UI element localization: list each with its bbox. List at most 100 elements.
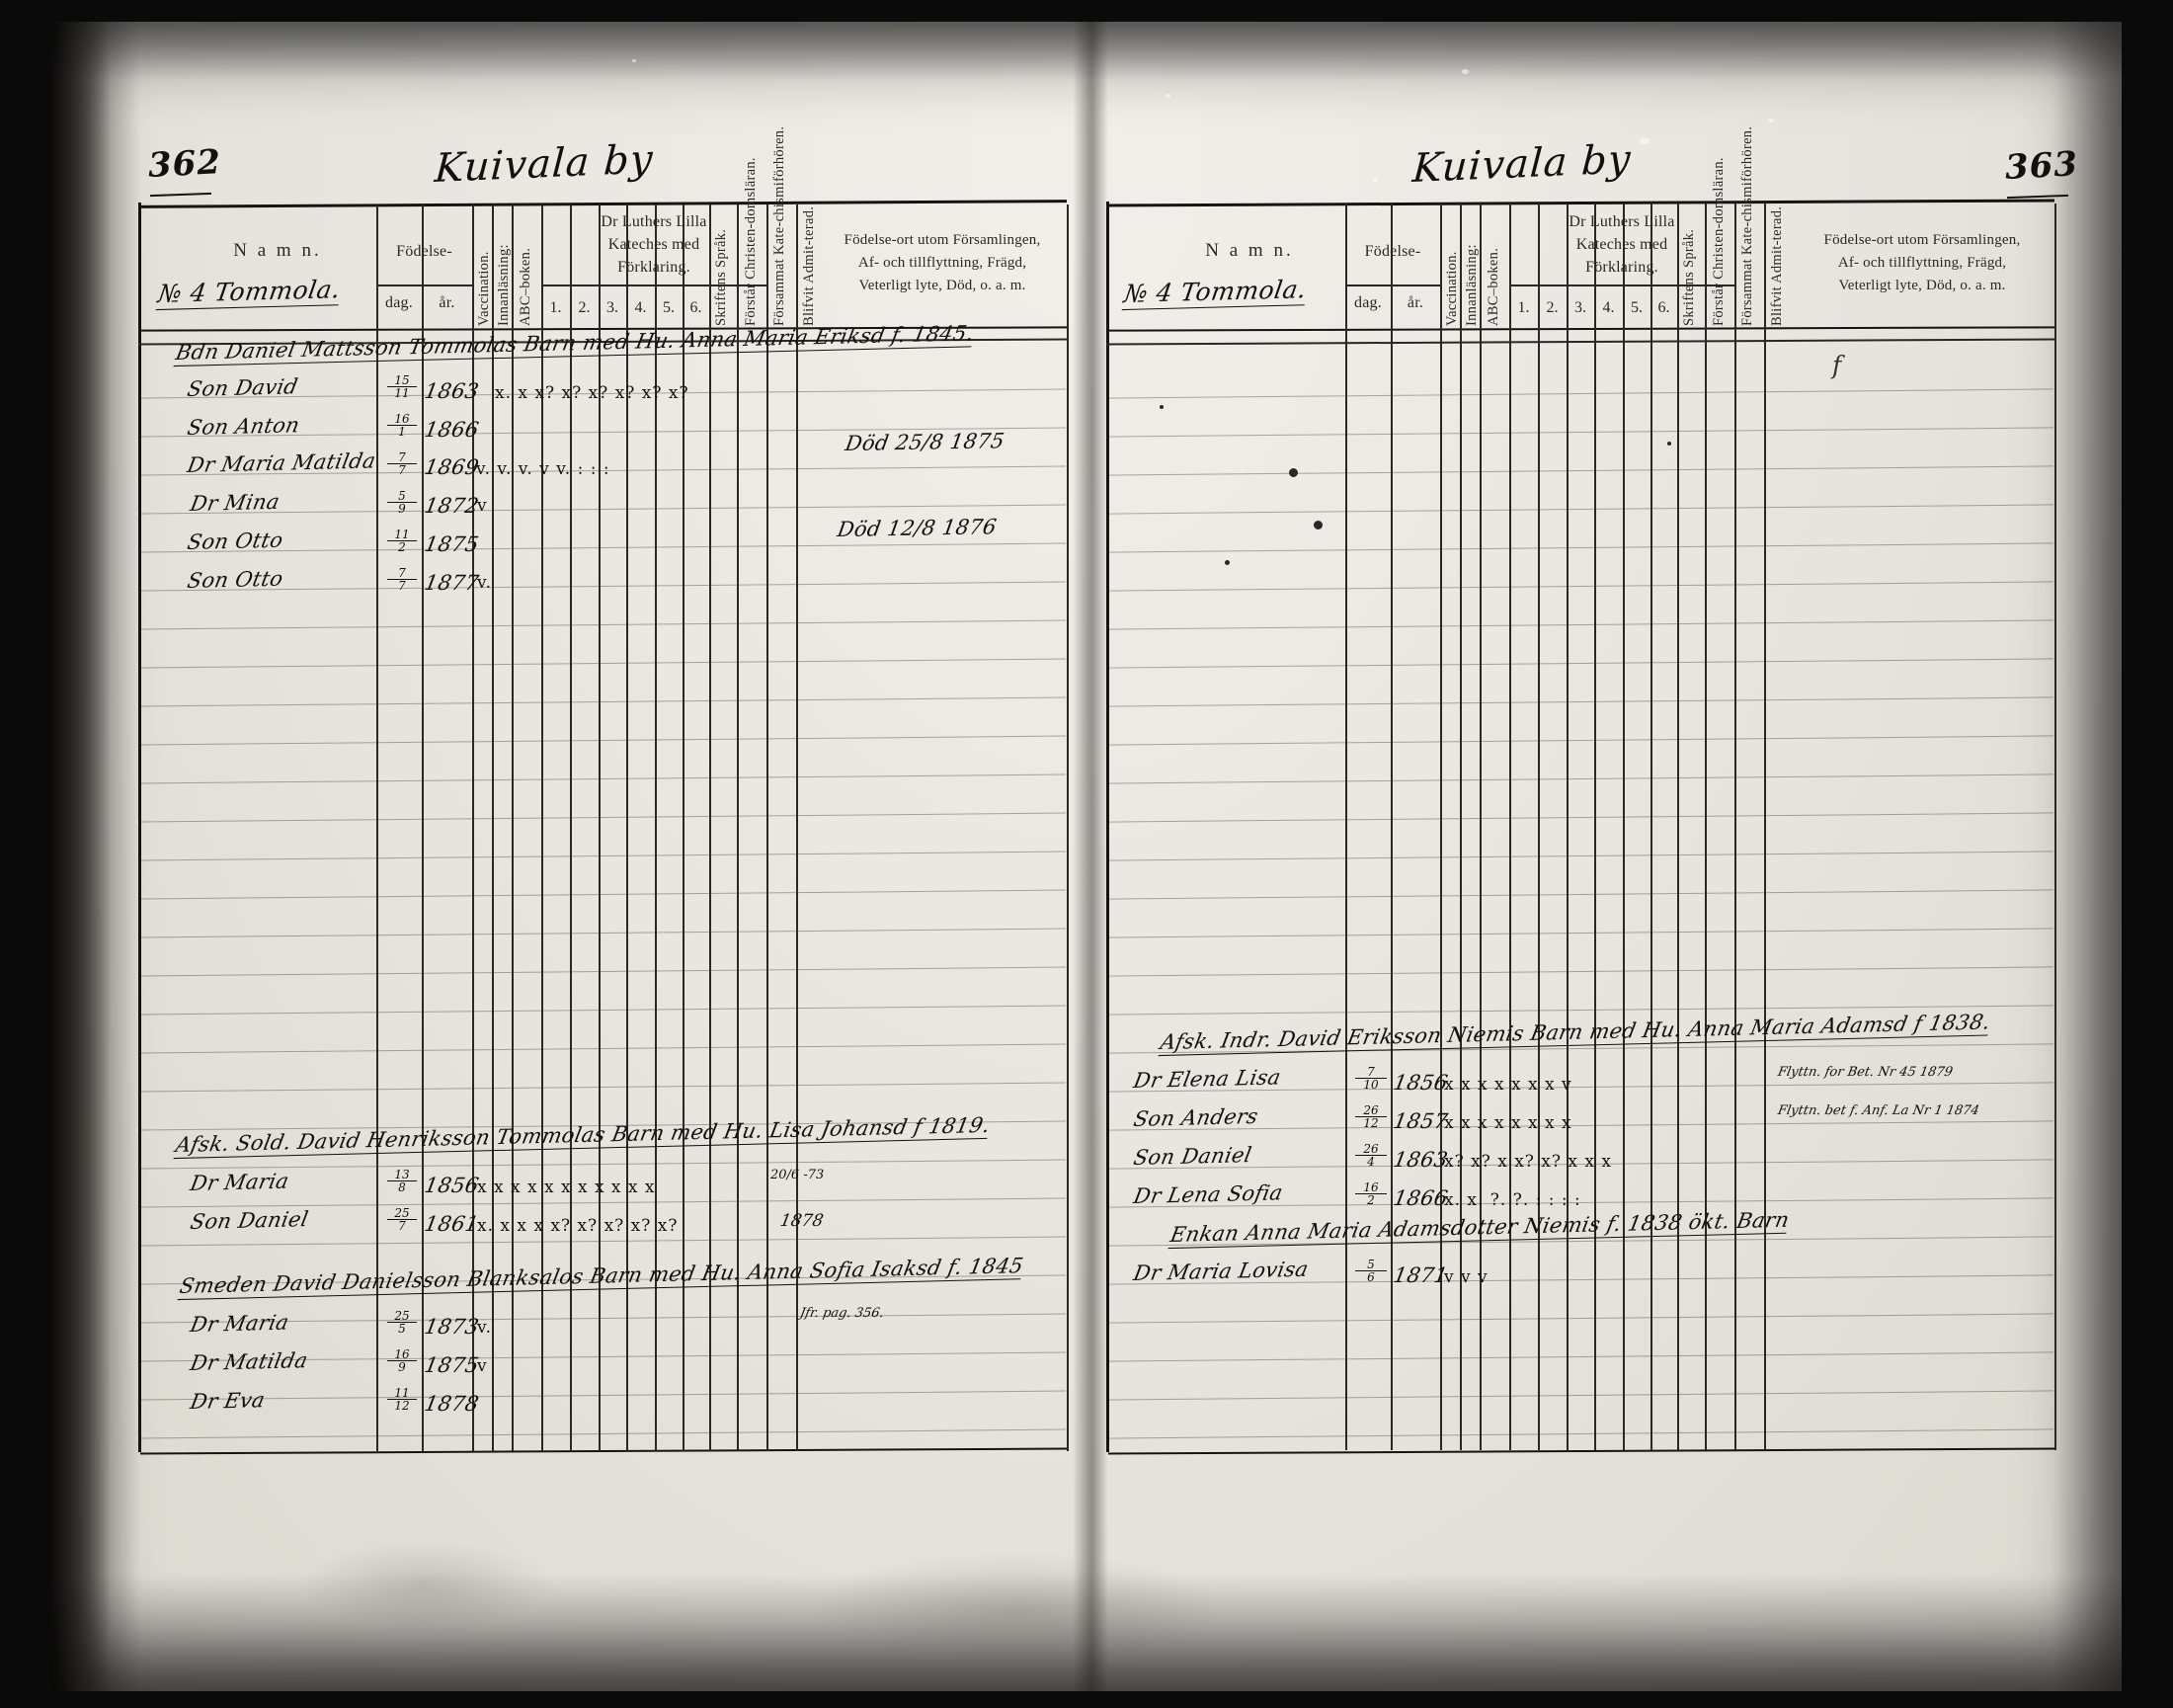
- left-group-1-row-5-marks: v.: [477, 573, 492, 593]
- left-group-3-row-1-birth-day: 16 9: [387, 1348, 417, 1373]
- left-group-2-row-0-note: 20/6 -73: [770, 1168, 825, 1182]
- left-group-3-row-1-name: Dr Matilda: [188, 1348, 310, 1376]
- right-group-1-row-3-birth-day: 16 2: [1355, 1181, 1387, 1206]
- right-table-top-border: [1105, 199, 2055, 207]
- right-group-2-row-0-name: Dr Maria Lovisa: [1131, 1257, 1311, 1286]
- left-group-1-row-4-note: Död 12/8 1876: [836, 515, 999, 542]
- left-group-3-row-2-birth-year: 1878: [422, 1392, 481, 1416]
- right-page-village-title: Kuivala by: [1410, 136, 1633, 193]
- left-group-1-row-2-birth-year: 1869: [422, 455, 481, 479]
- left-header-kateches-3: 3.: [606, 299, 618, 316]
- right-group-1-head-entry: Afsk. Indr. David Eriksson Niemis Barn m…: [1158, 1010, 1993, 1057]
- left-group-1-row-2-marks: v. v. v. v v. : : :: [476, 459, 610, 479]
- right-group-1-row-0-birth-year: 1856: [1391, 1071, 1450, 1095]
- left-group-2-row-0-name: Dr Maria: [188, 1169, 291, 1196]
- left-group-1-row-2-note: Död 25/8 1875: [844, 429, 1006, 456]
- right-header-forstar-christendomslaran: Förstår Christen-domsläran.: [1711, 157, 1727, 326]
- right-header-kateches-2: 2.: [1546, 299, 1559, 316]
- right-header-kateches-line3: Förklaring.: [1585, 259, 1658, 276]
- right-header-kateches-line1: Dr Luthers Lilla: [1569, 213, 1675, 230]
- right-header-kateches-4: 4.: [1602, 299, 1615, 316]
- left-group-1-row-3-birth-year: 1872: [422, 494, 481, 518]
- left-header-kateches-1: 1.: [549, 299, 562, 316]
- right-header-dag: dag.: [1354, 294, 1382, 311]
- left-group-3-row-1-marks: v: [477, 1356, 488, 1376]
- right-group-1-row-2-birth-year: 1863: [1391, 1148, 1450, 1172]
- right-group-1-row-1-birth-day: 26 12: [1355, 1104, 1387, 1129]
- ink-dot: [1289, 468, 1298, 477]
- left-header-kateches-6: 6.: [689, 299, 702, 316]
- left-table-bottom-border: [140, 1447, 1067, 1455]
- left-group-2-row-1-birth-day: 25 7: [387, 1207, 417, 1232]
- ink-dot: [1667, 442, 1671, 446]
- left-header-forstar-christendomslaran: Förstår Christen-domsläran.: [743, 157, 759, 326]
- left-header-kateches-2: 2.: [578, 299, 591, 316]
- left-group-1-row-2-name: Dr Maria Matilda: [185, 448, 378, 478]
- left-farm-heading: № 4 Tommola.: [155, 275, 343, 311]
- left-group-2-row-1-name: Son Daniel: [188, 1207, 311, 1235]
- left-page-village-title: Kuivala by: [433, 136, 655, 193]
- right-group-1-row-1-name: Son Anders: [1131, 1103, 1260, 1132]
- ink-dot: [1160, 405, 1164, 409]
- right-group-1-row-3-birth-year: 1866: [1391, 1186, 1450, 1210]
- right-group-2-row-0-birth-day: 5 6: [1355, 1259, 1387, 1283]
- left-group-1-row-1-name: Son Anton: [185, 413, 302, 441]
- left-group-2-row-1-birth-year: 1861: [422, 1212, 481, 1236]
- right-table-left-border: [1106, 202, 1109, 1452]
- left-group-1-row-5-birth-day: 7 7: [387, 567, 417, 592]
- left-group-1-row-4-name: Son Otto: [185, 528, 285, 555]
- left-header-blifvit-admitterad: Blifvit Admit-terad.: [801, 205, 817, 326]
- right-group-1-row-3-marks: x. x. ?. ?. : : : :: [1444, 1190, 1581, 1210]
- left-group-1-row-4-birth-year: 1875: [422, 532, 481, 556]
- right-group-1-row-0-name: Dr Elena Lisa: [1131, 1065, 1283, 1094]
- left-header-namn: N a m n.: [233, 240, 322, 261]
- left-header-fodelseort-line1: Födelse-ort utom Församlingen,: [844, 232, 1041, 248]
- right-group-1-row-1-birth-year: 1857: [1391, 1109, 1450, 1133]
- left-header-abc-boken: ABC–boken.: [518, 247, 533, 326]
- ink-dot: [1314, 521, 1323, 529]
- left-group-3-row-0-birth-year: 1873: [422, 1315, 481, 1339]
- right-header-vaccination: Vaccination.: [1444, 251, 1460, 326]
- right-header-fodelseort-line2: Af- och tillflyttning, Frägd,: [1837, 255, 2007, 271]
- left-group-1-row-3-birth-day: 5 9: [387, 490, 417, 515]
- left-header-fodelseort-line2: Af- och tillflyttning, Frägd,: [857, 255, 1027, 271]
- left-header-kateches-line2: Kateches med: [607, 236, 700, 253]
- right-header-fodelse: Födelse-: [1364, 243, 1421, 260]
- left-header-skriftens-sprak: Skriftens Språk.: [713, 228, 729, 326]
- right-header-innanlasning: Innanläsning:: [1464, 244, 1480, 326]
- left-group-1-row-0-birth-day: 15 11: [387, 374, 417, 399]
- left-register-page: 362 Kuivala by N a m n. Födelse- dag. år: [0, 0, 1086, 1708]
- right-header-namn: N a m n.: [1205, 240, 1294, 261]
- left-group-2-row-0-birth-day: 13 8: [387, 1169, 417, 1193]
- left-header-fodelseort-line3: Veterligt lyte, Död, o. a. m.: [858, 278, 1026, 293]
- right-header-fodelseort-line1: Födelse-ort utom Församlingen,: [1823, 232, 2021, 248]
- left-group-1-row-3-marks: v: [477, 496, 488, 516]
- left-header-dag: dag.: [385, 294, 413, 311]
- right-group-1-row-2-name: Son Daniel: [1131, 1143, 1254, 1171]
- left-group-3-row-0-marks: v.: [477, 1318, 492, 1338]
- left-group-1-row-3-name: Dr Mina: [188, 489, 282, 517]
- right-register-page: 363 Kuivala by N a m n. Födelse- dag. år…: [1086, 0, 2173, 1708]
- right-table-header-bottom: [1105, 326, 2055, 332]
- right-header-kateches-3: 3.: [1574, 299, 1586, 316]
- left-table-top-border: [137, 200, 1068, 208]
- left-group-1-row-0-birth-year: 1863: [422, 379, 481, 403]
- right-header-kateches-5: 5.: [1631, 299, 1643, 316]
- left-group-1-row-5-birth-year: 1877: [422, 571, 481, 595]
- left-header-forsummat-katechismiforhoren: Försammat Kate-chismiförhören.: [771, 125, 787, 326]
- left-group-3-row-2-birth-day: 11 12: [387, 1387, 417, 1412]
- left-group-2-row-1-marks: x. x x x x? x? x? x? x?: [477, 1216, 679, 1236]
- right-table-bottom-border: [1108, 1447, 2054, 1455]
- left-group-3-row-2-name: Dr Eva: [188, 1388, 268, 1415]
- left-page-number: 362: [146, 142, 222, 186]
- left-header-kateches-4: 4.: [634, 299, 647, 316]
- left-group-1-row-1-birth-year: 1866: [422, 418, 481, 442]
- right-header-kateches-1: 1.: [1517, 299, 1530, 316]
- left-group-3-row-0-birth-day: 25 5: [387, 1310, 417, 1335]
- right-group-2-row-0-marks: v v v: [1444, 1267, 1489, 1287]
- left-header-kateches-5: 5.: [663, 299, 675, 316]
- left-group-3-head-entry-note: Jfr. pag. 356.: [798, 1306, 886, 1321]
- ink-dot: [1225, 560, 1230, 565]
- left-group-1-row-5-name: Son Otto: [185, 566, 285, 594]
